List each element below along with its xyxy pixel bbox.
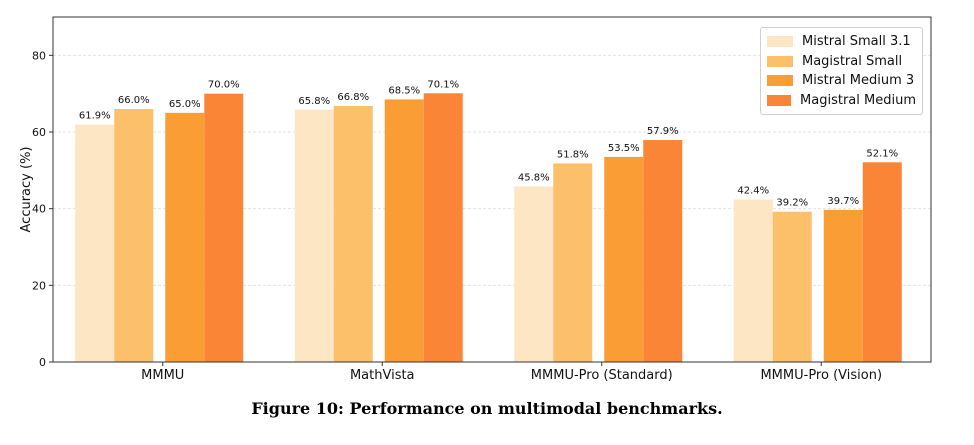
bar-value-label: 45.8% [518,172,550,183]
bar-2-3 [553,163,593,362]
bar-value-label: 53.5% [608,143,640,154]
y-tick-label: 0 [39,356,46,369]
bar-4-2 [423,93,463,363]
bar-2-4 [772,211,812,362]
legend-swatch [767,36,793,48]
legend-item: Mistral Small 3.1 [767,32,916,52]
legend-swatch [767,55,793,67]
legend-label: Magistral Medium [800,92,916,108]
legend: Mistral Small 3.1 Magistral Small Mistral … [760,27,923,115]
y-tick-label: 20 [32,279,46,292]
x-tick-label: MMMU-Pro (Vision) [760,368,882,383]
bar-4-1 [204,93,244,363]
bar-value-label: 68.5% [388,85,420,96]
legend-label: Magistral Small [802,53,903,69]
bar-value-label: 65.8% [298,96,330,107]
legend-item: Magistral Small [767,52,916,72]
bar-3-2 [384,99,424,363]
legend-swatch [767,94,792,106]
figure-caption: Figure 10: Performance on multimodal ben… [251,399,723,418]
bar-1-2 [294,109,334,363]
chart-area: 0 20 40 60 80 61.9% 66.0% 65.0% 70.0% MMMU 65.8% 66… [19,16,932,383]
y-axis-label: Accuracy (%) [19,147,34,233]
bar-4-4 [862,162,902,362]
bar-chart: 0 20 40 60 80 61.9% 66.0% 65.0% 70.0% MMMU 65.8% 66… [19,16,932,383]
legend-label: Mistral Small 3.1 [802,34,911,50]
legend-item: Mistral Medium 3 [767,71,916,91]
bar-value-label: 65.0% [169,99,201,110]
x-tick-label: MMMU-Pro (Standard) [531,368,673,383]
bar-value-label: 42.4% [737,185,769,196]
x-tick-label: MMMU [141,368,184,383]
legend-item: Magistral Medium [767,91,916,111]
bar-1-4 [733,199,773,362]
bar-value-label: 61.9% [79,111,111,122]
bar-3-1 [165,112,205,362]
bar-value-label: 70.1% [427,79,459,90]
legend-swatch [767,75,793,87]
bar-value-label: 52.1% [866,148,898,159]
y-tick-label: 40 [32,203,46,216]
bar-value-label: 39.7% [827,196,859,207]
bar-1-1 [75,124,115,362]
legend-label: Mistral Medium 3 [802,73,915,89]
bar-value-label: 39.2% [776,198,808,209]
bar-value-label: 66.0% [118,95,150,106]
bar-3-3 [604,156,644,362]
bar-3-4 [823,209,863,362]
y-tick-label: 60 [32,126,46,139]
bar-value-label: 66.8% [337,92,369,103]
bar-2-1 [114,109,154,362]
bar-value-label: 57.9% [647,126,679,137]
y-tick-label: 80 [32,49,46,62]
bar-4-3 [643,140,683,362]
bar-value-label: 51.8% [557,149,589,160]
bar-1-3 [514,186,554,362]
bar-value-label: 70.0% [208,80,240,91]
bar-2-2 [333,105,373,362]
plot-frame [52,16,932,363]
x-tick-label: MathVista [350,368,415,383]
